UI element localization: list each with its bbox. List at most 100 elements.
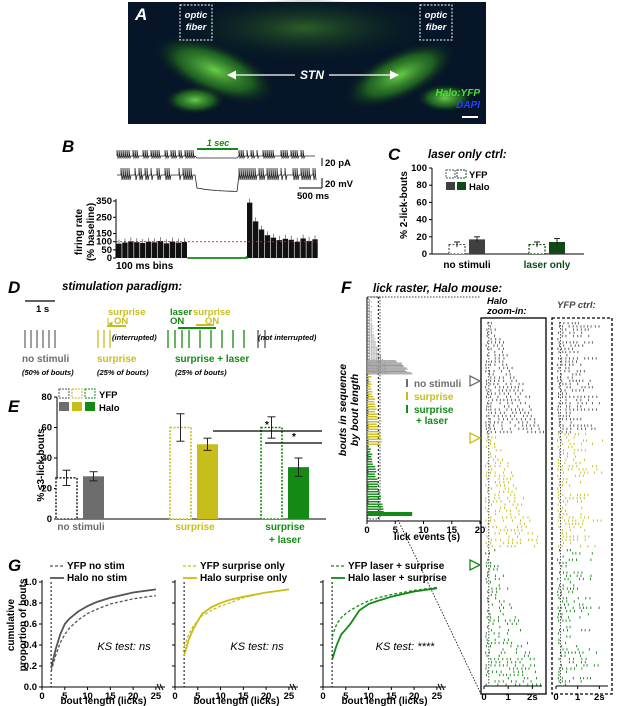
zoom-tick: [506, 395, 507, 398]
zoom-tick: [589, 577, 591, 581]
zoom-tick: [572, 522, 573, 525]
zoom-tick: [487, 574, 488, 577]
zoom-tick: [520, 519, 521, 522]
zoom-tick: [485, 645, 487, 648]
zoom-tick: [566, 436, 568, 439]
zoom-tick: [492, 373, 494, 376]
zoom-tick: [507, 402, 509, 405]
zoom-tick: [498, 635, 500, 638]
zoom-tick: [581, 629, 583, 632]
stn-label-bg: [295, 66, 329, 83]
b-ylabel-2: (% baseline): [86, 203, 97, 261]
f-tick-yellow: [367, 438, 382, 440]
zoom-tick: [586, 606, 588, 609]
zoom-tick: [500, 370, 502, 373]
zoom-tick: [562, 427, 564, 430]
f-tick-gray: [367, 367, 407, 369]
zoom-tick: [493, 619, 495, 622]
g-xtick-label: 10: [215, 691, 226, 702]
zoom-tick: [580, 418, 582, 421]
zoom-tick: [515, 379, 517, 382]
zoom-tick: [497, 421, 499, 424]
zoom-tick: [526, 427, 528, 430]
f-tick-yellow: [367, 421, 379, 423]
zoom-tick: [576, 328, 578, 331]
zoom-tick: [499, 509, 501, 513]
zoom-tick: [580, 500, 582, 503]
e-group-surprise-laser-1: surprise: [265, 522, 305, 533]
zoom-tick: [499, 529, 501, 532]
zoom-tick: [569, 635, 571, 638]
zoom-tick: [499, 661, 501, 664]
f-tick-green: [367, 463, 373, 465]
f-tick-gray: [367, 329, 368, 330]
f-tick-gray: [370, 324, 372, 326]
zoom-tick: [561, 516, 563, 519]
zoom-tick: [497, 414, 499, 418]
e-legend-halo-yellow: [72, 402, 82, 411]
f-ylabel-2: by bout length: [349, 374, 361, 446]
zoom-tick: [574, 667, 575, 670]
zoom-tick: [505, 373, 507, 376]
f-tick-gray: [368, 323, 370, 324]
f-tick-gray: [367, 357, 368, 359]
zoom-tick: [510, 395, 512, 398]
zoom-tick: [503, 398, 505, 402]
zoom-tick: [562, 555, 564, 558]
f-tick-gray: [368, 313, 370, 315]
zoom-tick: [569, 484, 571, 487]
zoom-tick: [577, 402, 579, 405]
zoom-tick: [596, 519, 598, 522]
zoom-tick: [485, 525, 487, 529]
f-tick-gray: [368, 303, 370, 305]
zoom-tick: [499, 673, 501, 677]
zoom-tick: [562, 392, 564, 395]
zoom-tick: [572, 497, 574, 500]
f-tick-gray: [372, 350, 374, 352]
zoom-tick: [486, 408, 487, 411]
zoom-tick: [565, 430, 567, 434]
zoom-tick: [513, 667, 515, 670]
f-tick-gray: [368, 305, 370, 306]
zoom-tick: [506, 673, 508, 677]
zoom-tick: [495, 436, 497, 439]
zoom-tick: [592, 408, 594, 411]
zoom-tick: [487, 322, 489, 325]
zoom-tick: [562, 584, 564, 587]
zoom-tick: [576, 357, 578, 360]
zoom-tick: [573, 350, 575, 354]
zoom-tick: [512, 474, 514, 477]
current-trace-bottom: [117, 167, 317, 192]
g-series-line: [50, 588, 157, 669]
f-tick-gray: [367, 339, 368, 341]
b-bar: [270, 237, 277, 258]
f-tick-green: [367, 483, 379, 485]
zoom-tick: [528, 538, 530, 541]
zoom-tick: [527, 430, 529, 434]
zoom-tick: [522, 427, 524, 430]
zoom-tick: [503, 481, 505, 484]
zoom-tick: [577, 597, 579, 600]
zoom-tick: [489, 465, 491, 468]
g-ytick-label: 0.4: [24, 640, 38, 651]
zoom-tick: [494, 657, 496, 661]
zoom-tick: [593, 471, 595, 474]
f-tick-gray: [376, 355, 378, 357]
zoom-tick: [578, 322, 579, 325]
zoom-tick: [498, 379, 500, 382]
d-interrupted: (interrupted): [112, 333, 157, 342]
f-tick-gray: [367, 349, 368, 351]
zoom-tick: [582, 474, 584, 477]
zoom-tick: [576, 574, 578, 577]
zoom-tick: [509, 619, 511, 622]
f-tick-gray: [367, 344, 368, 346]
f-tick-gray: [372, 339, 374, 341]
f-zoom-title-2: zoom-in:: [486, 306, 527, 317]
zoom-tick: [507, 529, 509, 532]
zoom-tick: [517, 670, 519, 673]
f-tick-gray: [370, 327, 372, 329]
zoom-tick: [490, 661, 492, 664]
zoom-tick: [512, 541, 514, 545]
zoom-tick: [536, 538, 538, 541]
zoom-tick: [576, 465, 578, 468]
